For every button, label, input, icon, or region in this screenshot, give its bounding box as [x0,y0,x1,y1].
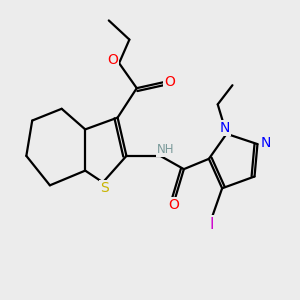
Text: O: O [164,75,175,89]
Text: O: O [107,53,118,67]
Text: N: N [260,136,271,150]
Text: S: S [100,181,109,195]
Text: I: I [210,217,214,232]
Text: NH: NH [157,143,174,156]
Text: O: O [168,198,179,212]
Text: N: N [220,121,230,135]
